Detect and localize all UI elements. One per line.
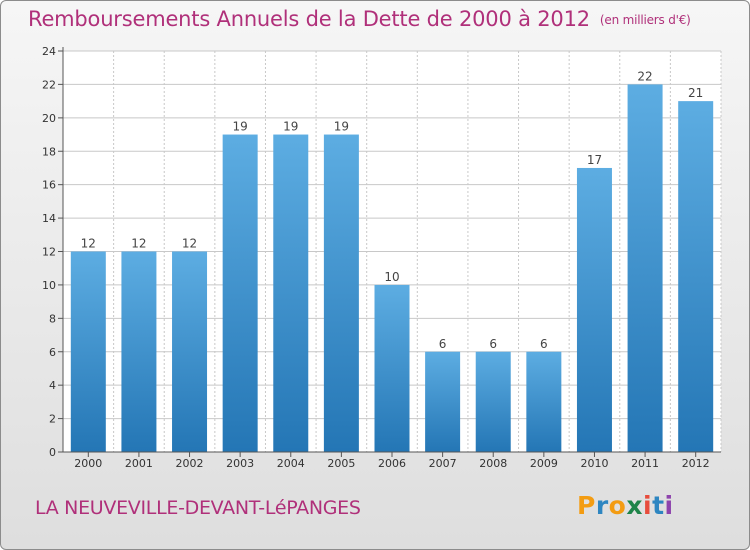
bar (678, 101, 714, 452)
y-tick-label: 14 (42, 212, 56, 225)
logo-letter: x (626, 491, 643, 520)
logo-letter: o (608, 491, 627, 520)
chart-title-text: Remboursements Annuels de la Dette de 20… (28, 7, 590, 31)
bar (121, 251, 157, 452)
x-tick-label: 2008 (479, 457, 507, 470)
y-tick-label: 0 (49, 446, 56, 459)
bar (425, 351, 461, 452)
logo-letter: i (664, 491, 674, 520)
x-tick-label: 2006 (378, 457, 406, 470)
y-tick-label: 6 (49, 346, 56, 359)
x-tick-label: 2004 (277, 457, 305, 470)
data-labels: 12 12 12 19 19 19 10 6 6 6 17 22 21 (81, 69, 704, 350)
data-label: 19 (283, 120, 298, 134)
data-label: 21 (688, 86, 703, 100)
y-tick-label: 2 (49, 413, 56, 426)
y-tick-label: 16 (42, 179, 56, 192)
y-tick-label: 8 (49, 312, 56, 325)
chart-unit: (en milliers d'€) (599, 13, 691, 27)
bar (172, 251, 208, 452)
y-tick-label: 20 (42, 112, 56, 125)
x-tick-label: 2005 (327, 457, 355, 470)
bar (475, 351, 511, 452)
data-label: 10 (384, 270, 399, 284)
bar (323, 134, 359, 452)
data-label: 12 (81, 237, 96, 251)
data-label: 6 (439, 337, 447, 351)
bar (576, 167, 612, 453)
commune-name: LA NEUVEVILLE-DEVANT-LéPANGES (35, 497, 361, 519)
data-label: 19 (334, 120, 349, 134)
y-tick-label: 12 (42, 246, 56, 259)
data-label: 19 (233, 120, 248, 134)
y-tick-label: 4 (49, 379, 56, 392)
x-tick-label: 2012 (682, 457, 710, 470)
bars (70, 84, 714, 453)
x-tick-label: 2010 (580, 457, 608, 470)
x-tick-label: 2003 (226, 457, 254, 470)
bar (70, 251, 106, 452)
y-tick-label: 22 (42, 78, 56, 91)
data-label: 17 (587, 153, 602, 167)
bar (273, 134, 309, 452)
bar (374, 284, 410, 452)
logo-letter: P (577, 491, 596, 520)
bar (627, 84, 663, 453)
y-tick-label: 24 (42, 45, 56, 58)
data-label: 22 (637, 69, 652, 83)
data-label: 12 (182, 237, 197, 251)
proxiti-logo: Proxiti (577, 491, 674, 520)
data-label: 6 (489, 337, 497, 351)
data-label: 6 (540, 337, 548, 351)
x-tick-label: 2009 (530, 457, 558, 470)
data-label: 12 (131, 237, 146, 251)
bar (222, 134, 258, 452)
logo-letter: t (652, 491, 665, 520)
y-tick-label: 10 (42, 279, 56, 292)
x-tick-label: 2011 (631, 457, 659, 470)
bar (526, 351, 562, 452)
x-tick-label: 2000 (74, 457, 102, 470)
logo-letter: r (595, 491, 609, 520)
chart-title: Remboursements Annuels de la Dette de 20… (28, 7, 691, 31)
x-tick-label: 2001 (125, 457, 153, 470)
logo-letter: i (643, 491, 653, 520)
x-tick-label: 2007 (429, 457, 457, 470)
x-tick-label: 2002 (176, 457, 204, 470)
y-tick-label: 18 (42, 145, 56, 158)
